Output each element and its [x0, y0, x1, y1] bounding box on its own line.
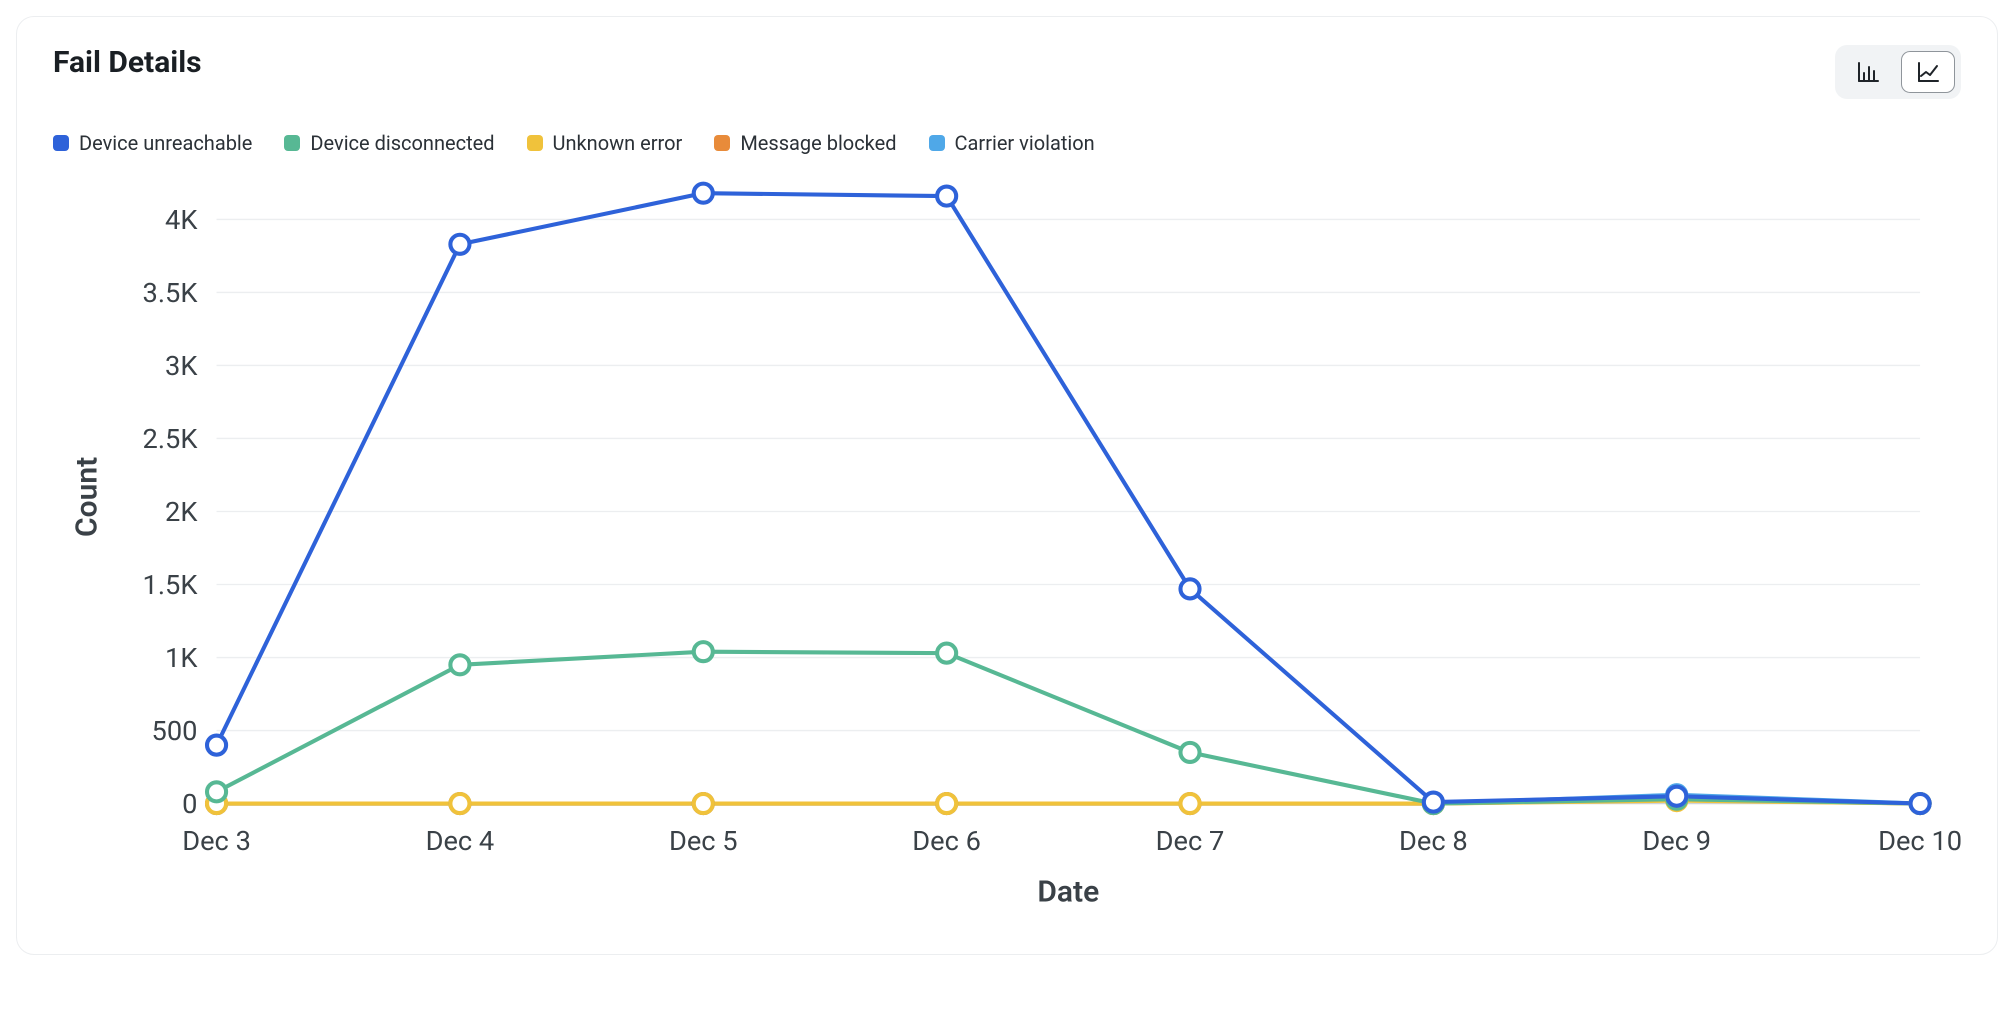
- series-marker-device-disconnected[interactable]: [1180, 743, 1199, 762]
- y-tick-label: 3.5K: [143, 277, 199, 309]
- series-marker-device-unreachable[interactable]: [1424, 793, 1443, 812]
- x-tick-label: Dec 6: [912, 825, 981, 857]
- y-tick-label: 4K: [165, 204, 198, 236]
- bar-chart-toggle-button[interactable]: [1841, 51, 1895, 93]
- series-marker-device-unreachable[interactable]: [207, 736, 226, 755]
- series-marker-device-unreachable[interactable]: [1180, 579, 1199, 598]
- legend-label: Unknown error: [553, 131, 683, 155]
- y-tick-label: 1K: [165, 642, 198, 674]
- y-tick-label: 0: [182, 788, 197, 820]
- series-marker-device-unreachable[interactable]: [450, 235, 469, 254]
- legend-label: Message blocked: [740, 131, 896, 155]
- series-marker-unknown-error[interactable]: [1180, 794, 1199, 813]
- series-marker-device-unreachable[interactable]: [694, 184, 713, 203]
- card-title: Fail Details: [53, 45, 202, 80]
- line-chart-icon: [1916, 61, 1940, 83]
- y-tick-label: 1.5K: [143, 569, 199, 601]
- x-tick-label: Dec 7: [1156, 825, 1225, 857]
- legend-swatch: [714, 135, 730, 151]
- y-tick-label: 3K: [165, 350, 198, 382]
- series-marker-device-disconnected[interactable]: [937, 644, 956, 663]
- legend-label: Carrier violation: [955, 131, 1095, 155]
- line-chart-toggle-button[interactable]: [1901, 51, 1955, 93]
- x-tick-label: Dec 10: [1878, 825, 1961, 857]
- series-marker-unknown-error[interactable]: [937, 794, 956, 813]
- card-header: Fail Details: [53, 45, 1961, 99]
- y-tick-label: 2.5K: [143, 423, 199, 455]
- x-axis-title: Date: [1037, 875, 1099, 910]
- x-tick-label: Dec 4: [426, 825, 495, 857]
- legend-item-carrier-violation[interactable]: Carrier violation: [929, 131, 1095, 155]
- series-marker-unknown-error[interactable]: [450, 794, 469, 813]
- legend-label: Device unreachable: [79, 131, 252, 155]
- legend-swatch: [929, 135, 945, 151]
- legend-swatch: [284, 135, 300, 151]
- series-marker-device-unreachable[interactable]: [937, 187, 956, 206]
- series-marker-device-unreachable[interactable]: [1911, 794, 1930, 813]
- legend-item-device-unreachable[interactable]: Device unreachable: [53, 131, 252, 155]
- legend-item-message-blocked[interactable]: Message blocked: [714, 131, 896, 155]
- legend-swatch: [527, 135, 543, 151]
- line-chart-svg: 0 500 1K 1.5K 2K 2.5K 3K 3.5K 4K Dec 3 Dec 4 Dec 5 D…: [53, 163, 1961, 926]
- chart-legend: Device unreachable Device disconnected Unk…: [53, 131, 1961, 155]
- series-marker-unknown-error[interactable]: [694, 794, 713, 813]
- fail-details-card: Fail Details Device unreachableD: [16, 16, 1998, 955]
- y-axis-title: Count: [70, 457, 105, 537]
- x-tick-label: Dec 8: [1399, 825, 1468, 857]
- series-marker-device-disconnected[interactable]: [207, 782, 226, 801]
- legend-swatch: [53, 135, 69, 151]
- y-tick-label: 500: [152, 715, 198, 747]
- series-line-device-disconnected: [217, 652, 1921, 804]
- x-tick-label: Dec 5: [669, 825, 738, 857]
- legend-item-device-disconnected[interactable]: Device disconnected: [284, 131, 494, 155]
- series-marker-device-unreachable[interactable]: [1667, 787, 1686, 806]
- x-tick-label: Dec 3: [182, 825, 251, 857]
- legend-item-unknown-error[interactable]: Unknown error: [527, 131, 683, 155]
- series-marker-device-disconnected[interactable]: [450, 655, 469, 674]
- series-marker-device-disconnected[interactable]: [694, 642, 713, 661]
- legend-label: Device disconnected: [310, 131, 494, 155]
- x-tick-label: Dec 9: [1642, 825, 1711, 857]
- y-tick-label: 2K: [165, 496, 198, 528]
- line-chart: 0 500 1K 1.5K 2K 2.5K 3K 3.5K 4K Dec 3 Dec 4 Dec 5 D…: [53, 163, 1961, 926]
- bar-chart-icon: [1856, 61, 1880, 83]
- chart-view-toggle: [1835, 45, 1961, 99]
- series-line-device-unreachable: [217, 193, 1921, 803]
